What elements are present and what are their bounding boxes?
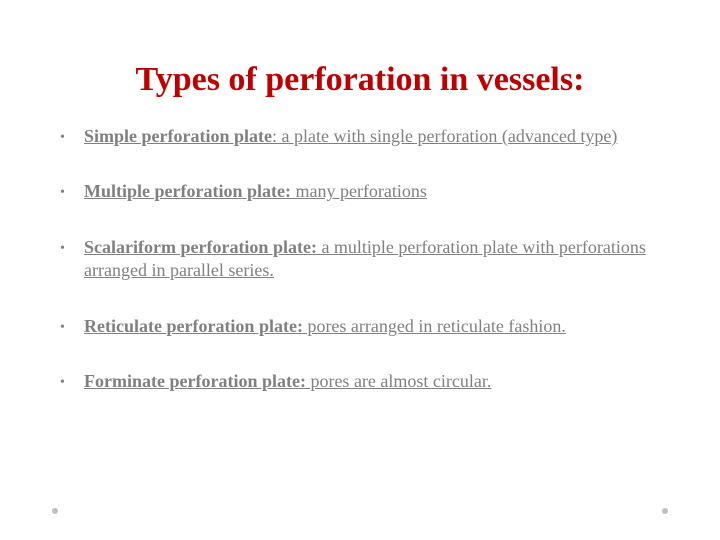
desc: pores are almost circular. (306, 371, 491, 391)
bullet-text: Reticulate perforation plate: pores arra… (84, 315, 660, 338)
bullet-icon: • (60, 129, 70, 147)
bullet-list: • Simple perforation plate: a plate with… (40, 125, 680, 393)
bullet-text: Multiple perforation plate: many perfora… (84, 180, 660, 203)
bullet-icon: • (60, 184, 70, 202)
bullet-text: Forminate perforation plate: pores are a… (84, 370, 660, 393)
decorative-dot-icon (662, 508, 668, 514)
list-item: • Simple perforation plate: a plate with… (60, 125, 660, 148)
list-item: • Scalariform perforation plate: a multi… (60, 236, 660, 283)
desc: many perforations (291, 181, 427, 201)
decorative-dot-icon (52, 508, 58, 514)
term: Reticulate perforation plate: (84, 316, 303, 336)
slide-title: Types of perforation in vessels: (40, 60, 680, 99)
bullet-text: Scalariform perforation plate: a multipl… (84, 236, 660, 283)
term: Forminate perforation plate: (84, 371, 306, 391)
list-item: • Multiple perforation plate: many perfo… (60, 180, 660, 203)
desc: pores arranged in reticulate fashion. (303, 316, 566, 336)
bullet-text: Simple perforation plate: a plate with s… (84, 125, 660, 148)
bullet-icon: • (60, 319, 70, 337)
term: Scalariform perforation plate: (84, 237, 317, 257)
term: Multiple perforation plate: (84, 181, 291, 201)
slide-container: Types of perforation in vessels: • Simpl… (0, 0, 720, 540)
bullet-icon: • (60, 240, 70, 258)
desc: a plate with single perforation (advance… (277, 126, 617, 146)
list-item: • Reticulate perforation plate: pores ar… (60, 315, 660, 338)
list-item: • Forminate perforation plate: pores are… (60, 370, 660, 393)
term: Simple perforation plate (84, 126, 272, 146)
bullet-icon: • (60, 374, 70, 392)
